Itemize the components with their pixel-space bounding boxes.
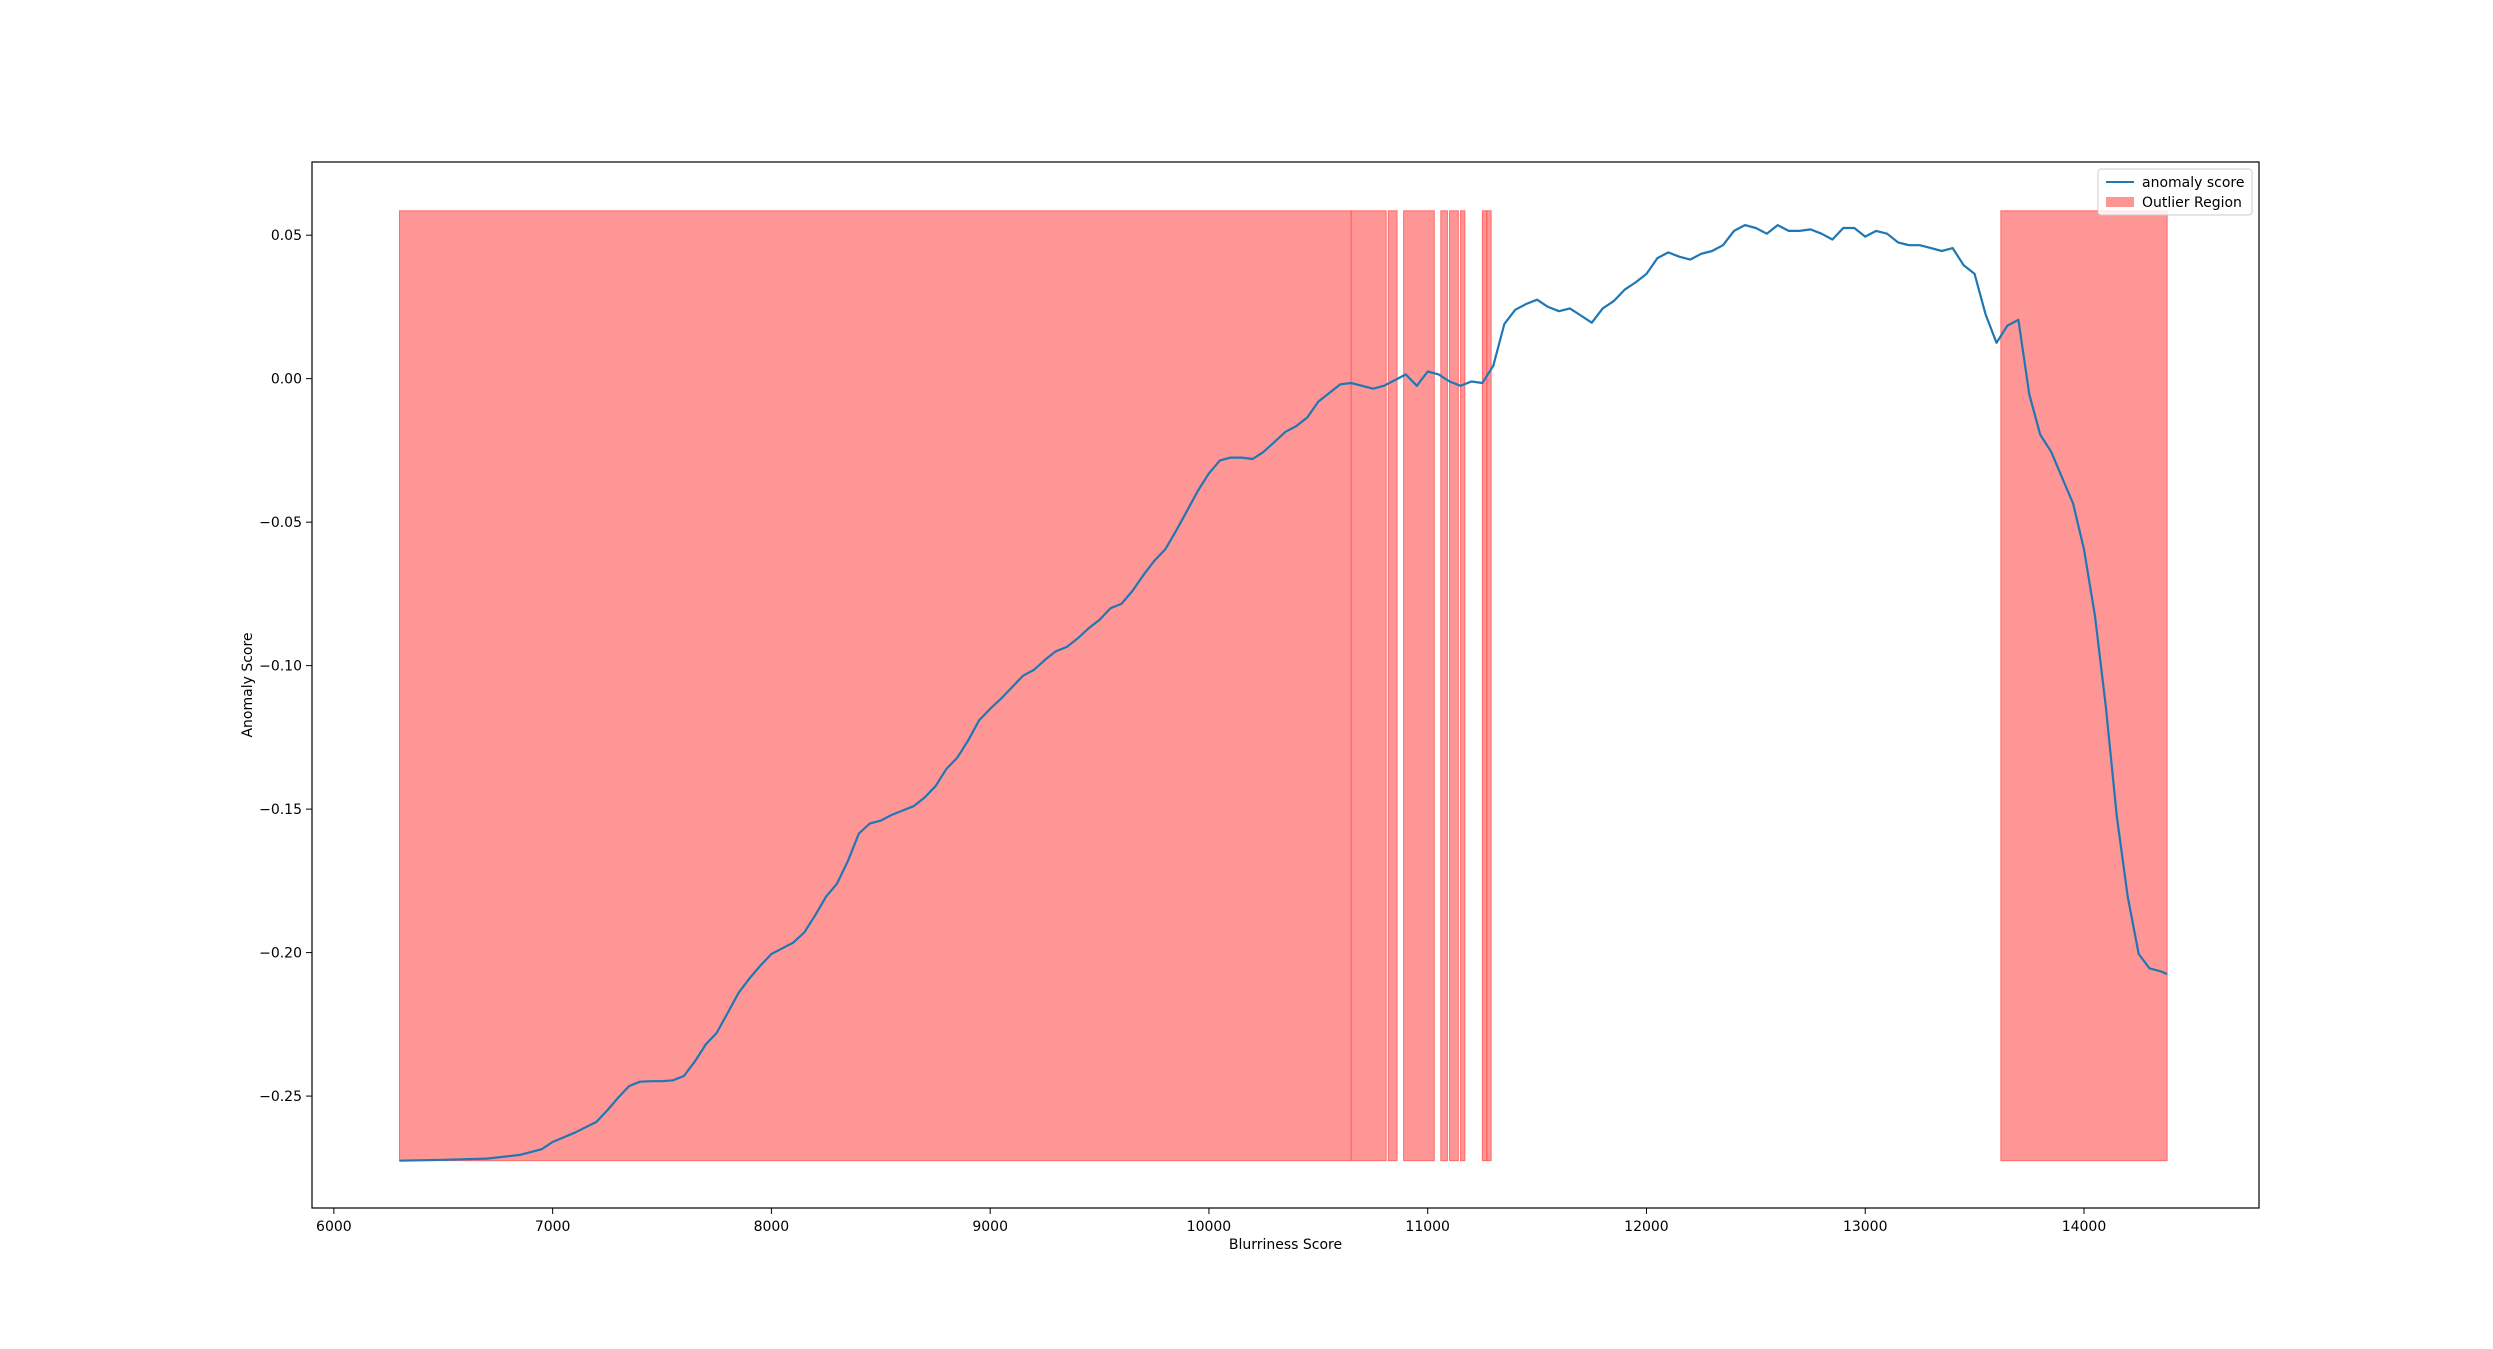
outlier-region-3 — [1403, 210, 1435, 1162]
x-tick-label: 14000 — [2062, 1219, 2107, 1235]
outlier-region-2 — [1387, 210, 1398, 1162]
x-tick-label: 11000 — [1405, 1219, 1450, 1235]
plot-frame — [311, 161, 2260, 1209]
legend: anomaly score Outlier Region — [2097, 168, 2253, 216]
y-tick-label: 0.00 — [271, 372, 302, 388]
outlier-region-6 — [1460, 210, 1466, 1162]
y-tick-label: 0.05 — [271, 228, 302, 244]
y-tick-label: −0.15 — [259, 802, 302, 818]
y-tick-label: −0.10 — [259, 659, 302, 675]
y-axis-title: Anomaly Score — [240, 632, 256, 737]
x-tick-label: 8000 — [754, 1219, 790, 1235]
x-axis: 6000 7000 8000 9000 10000 11000 12000 13000 1400… — [316, 1208, 2106, 1235]
outlier-region-8 — [1486, 210, 1492, 1162]
series-layer — [399, 224, 2168, 1162]
outlier-region-9 — [2000, 210, 2168, 1162]
legend-box — [2097, 168, 2253, 216]
y-tick-label: −0.20 — [259, 946, 302, 962]
legend-patch-swatch — [2106, 197, 2134, 207]
outlier-region-0 — [399, 210, 1352, 1162]
y-axis: 0.05 0.00 −0.05 −0.10 −0.15 −0.20 −0.25 — [259, 228, 312, 1105]
x-axis-title: Blurriness Score — [1229, 1237, 1342, 1253]
x-tick-label: 12000 — [1624, 1219, 1669, 1235]
x-tick-label: 6000 — [316, 1219, 352, 1235]
x-tick-label: 7000 — [535, 1219, 571, 1235]
outlier-region-5 — [1449, 210, 1459, 1162]
y-tick-label: −0.05 — [259, 515, 302, 531]
outlier-regions — [399, 210, 2168, 1162]
x-tick-label: 10000 — [1187, 1219, 1232, 1235]
y-tick-label: −0.25 — [259, 1089, 302, 1105]
outlier-region-1 — [1350, 210, 1387, 1162]
x-tick-label: 13000 — [1843, 1219, 1888, 1235]
outlier-region-4 — [1440, 210, 1448, 1162]
series-line-0 — [399, 224, 2168, 1162]
legend-label-anomaly-score: anomaly score — [2142, 175, 2244, 191]
outlier-region-7 — [1481, 210, 1488, 1162]
legend-label-outlier-region: Outlier Region — [2142, 195, 2242, 211]
x-tick-label: 9000 — [972, 1219, 1008, 1235]
